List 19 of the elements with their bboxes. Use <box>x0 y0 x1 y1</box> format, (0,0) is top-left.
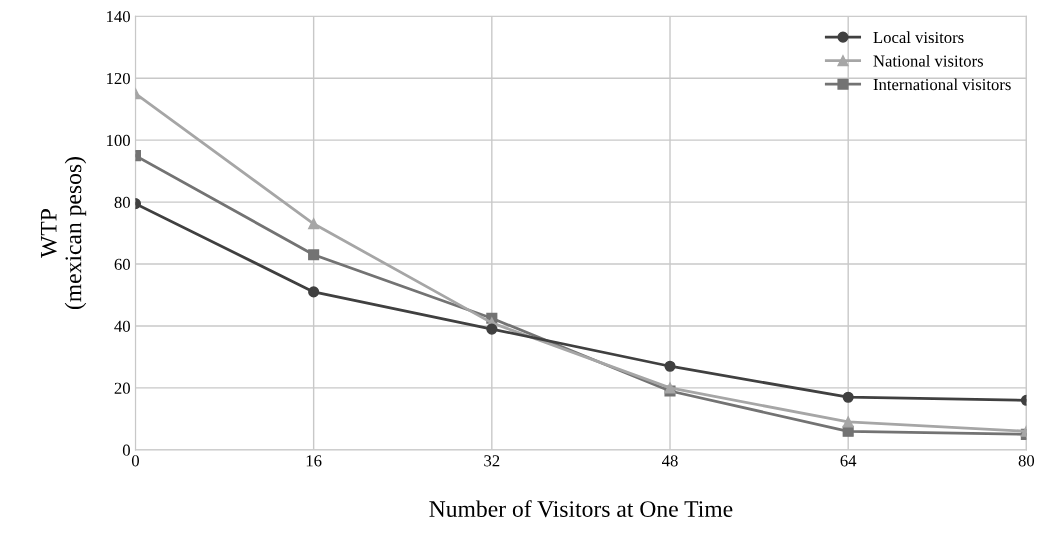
x-tick-label: 16 <box>306 455 322 467</box>
y-tick-label: 80 <box>114 196 130 209</box>
y-tick-label: 100 <box>107 134 130 147</box>
x-tick-label: 48 <box>662 455 678 467</box>
legend-label: National visitors <box>873 54 984 67</box>
y-axis-title: WTP (mexican pesos) <box>40 157 87 310</box>
legend-label: International visitors <box>873 78 1011 91</box>
x-tick-label: 32 <box>484 455 500 467</box>
y-tick-label: 20 <box>114 382 130 394</box>
y-tick-label: 60 <box>114 258 130 270</box>
x-tick-label: 64 <box>840 455 857 467</box>
legend-label: Local visitors <box>873 31 964 44</box>
y-tick-label: 140 <box>107 10 130 23</box>
y-tick-label: 40 <box>114 320 130 332</box>
x-tick-label: 80 <box>1018 455 1035 467</box>
y-tick-label: 0 <box>122 444 130 456</box>
x-axis-title: Number of Visitors at One Time <box>429 500 733 518</box>
x-tick-label: 0 <box>131 455 139 467</box>
y-tick-label: 120 <box>107 72 130 85</box>
